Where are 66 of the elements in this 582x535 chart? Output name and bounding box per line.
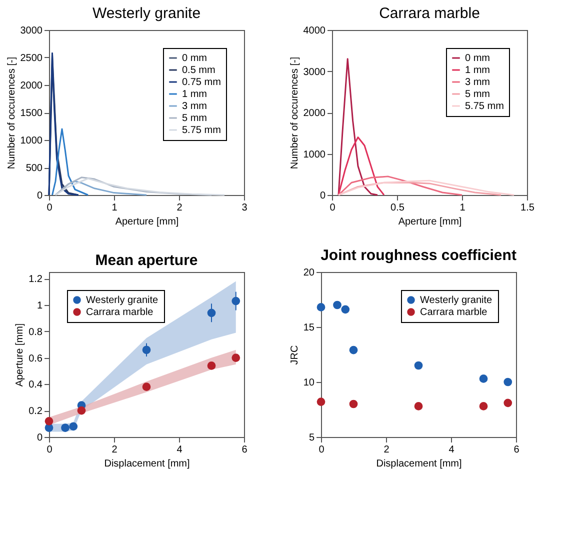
y-tick-label: 1000 <box>303 149 326 160</box>
legend-label: Carrara marble <box>420 307 488 318</box>
x-tick-label: 2 <box>384 444 390 456</box>
y-tick-label: 0.6 <box>28 353 43 364</box>
x-axis-title: Displacement [mm] <box>376 458 462 470</box>
legend-label: 5 mm <box>182 113 207 124</box>
x-tick-label: 4 <box>448 444 455 456</box>
y-axis-title: Aperture [mm] <box>14 323 26 387</box>
y-axis-title: Number of occurences [-] <box>289 56 300 170</box>
x-tick-label: 2 <box>176 202 183 214</box>
y-tick-label: 4000 <box>303 26 326 36</box>
y-tick-label: 0 <box>320 190 326 202</box>
legend-label: Carrara marble <box>86 307 154 318</box>
legend-label: 5 mm <box>465 89 490 100</box>
y-tick-label: 2000 <box>20 80 43 92</box>
y-tick-label: 500 <box>26 163 43 174</box>
y-tick-label: 1.2 <box>28 274 43 286</box>
x-tick-label: 6 <box>514 444 520 456</box>
x-tick-label: 0.5 <box>390 202 405 214</box>
y-tick-label: 0.4 <box>28 380 43 391</box>
legend-label: 0 mm <box>182 53 207 64</box>
x-tick-label: 1 <box>112 202 118 214</box>
legend-label: Westerly granite <box>420 295 493 306</box>
x-tick-label: 1 <box>460 202 466 214</box>
y-axis-title: JRC <box>289 345 300 365</box>
x-tick-label: 4 <box>176 444 183 456</box>
y-tick-label: 5 <box>308 432 315 444</box>
y-tick-label: 1000 <box>20 136 43 146</box>
y-tick-label: 2000 <box>303 108 326 119</box>
legend-label: Westerly granite <box>86 295 159 306</box>
legend-label: 3 mm <box>182 101 207 112</box>
chart-title: Carrara marble <box>379 5 480 22</box>
y-tick-label: 20 <box>303 268 315 278</box>
x-tick-label: 6 <box>242 444 248 456</box>
legend-label: 0.75 mm <box>182 77 221 88</box>
legend-label: 5.75 mm <box>182 125 221 136</box>
legend-label: 5.75 mm <box>465 101 504 112</box>
x-axis-title: Aperture [mm] <box>115 216 179 228</box>
legend-label: 1 mm <box>465 65 490 76</box>
y-tick-label: 15 <box>303 322 315 334</box>
x-tick-label: 0 <box>46 202 53 214</box>
legend-label: 0 mm <box>465 53 490 64</box>
y-axis-title: Number of occurences [-] <box>6 56 18 170</box>
y-tick-label: 0 <box>36 190 43 202</box>
x-axis-title: Aperture [mm] <box>398 216 462 228</box>
y-tick-label: 1 <box>36 300 43 312</box>
chart-title: Mean aperture <box>95 252 198 269</box>
y-tick-label: 3000 <box>20 26 43 36</box>
legend-label: 3 mm <box>465 77 490 88</box>
y-tick-label: 10 <box>303 378 315 388</box>
chart-title: Westerly granite <box>92 5 201 22</box>
y-tick-label: 2500 <box>20 53 43 64</box>
x-tick-label: 1.5 <box>520 202 535 214</box>
y-tick-label: 1500 <box>20 108 43 119</box>
y-tick-label: 0.2 <box>28 406 43 418</box>
chart-title: Joint roughness coefficient <box>320 247 516 264</box>
x-tick-label: 2 <box>112 444 118 456</box>
y-tick-label: 0 <box>36 432 43 444</box>
legend-label: 1 mm <box>182 89 207 100</box>
x-tick-label: 3 <box>242 202 248 214</box>
x-tick-label: 0 <box>46 444 53 456</box>
y-tick-label: 3000 <box>303 66 326 78</box>
x-tick-label: 0 <box>330 202 336 214</box>
legend-label: 0.5 mm <box>182 65 216 76</box>
x-axis-title: Displacement [mm] <box>104 458 190 470</box>
y-tick-label: 0.8 <box>28 326 43 338</box>
